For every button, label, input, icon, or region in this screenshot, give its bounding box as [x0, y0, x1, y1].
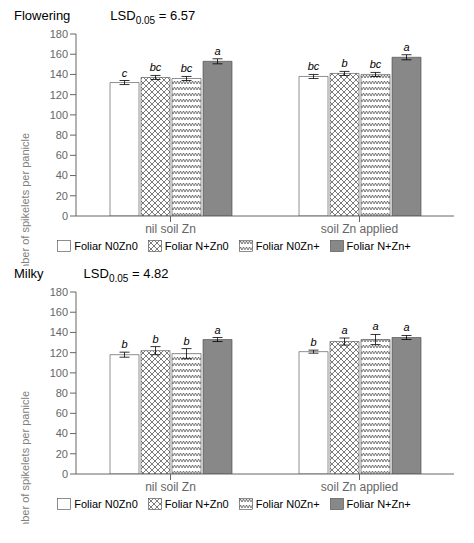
svg-text:b: b [341, 57, 347, 69]
svg-text:100: 100 [50, 109, 68, 121]
svg-text:a: a [403, 41, 409, 53]
svg-text:bc: bc [308, 60, 320, 72]
svg-text:a: a [403, 321, 409, 333]
svg-text:bc: bc [181, 62, 193, 74]
svg-text:b: b [310, 336, 316, 348]
svg-text:a: a [214, 324, 220, 336]
html-text:LSD0.05= 4.82: LSD0.05= 4.82 [83, 266, 169, 284]
svg-text:soil Zn applied: soil Zn applied [321, 222, 398, 236]
svg-text:40: 40 [56, 427, 68, 439]
html-text:Flowering: Flowering [14, 8, 71, 23]
html-text:Foliar N+Zn+: Foliar N+Zn+ [346, 240, 411, 252]
html-text:LSD0.05= 6.57: LSD0.05= 6.57 [110, 8, 196, 26]
svg-text:c: c [122, 67, 128, 79]
svg-text:0: 0 [62, 468, 68, 480]
svg-text:160: 160 [50, 48, 68, 60]
svg-text:soil Zn applied: soil Zn applied [321, 480, 398, 494]
svg-text:20: 20 [56, 448, 68, 460]
svg-text:nil soil Zn: nil soil Zn [145, 480, 196, 494]
html-text:Foliar N0Zn0: Foliar N0Zn0 [74, 498, 138, 510]
svg-text:160: 160 [50, 306, 68, 318]
svg-text:bc: bc [370, 58, 382, 70]
svg-text:b: b [121, 338, 127, 350]
svg-text:a: a [214, 45, 220, 57]
svg-text:120: 120 [50, 347, 68, 359]
html-text:Foliar N+Zn0: Foliar N+Zn0 [164, 240, 229, 252]
svg-text:0: 0 [62, 210, 68, 222]
svg-text:80: 80 [56, 387, 68, 399]
html-text:Foliar N0Zn+: Foliar N0Zn+ [255, 498, 320, 510]
svg-text:nil soil Zn: nil soil Zn [145, 222, 196, 236]
svg-text:140: 140 [50, 68, 68, 80]
svg-text:20: 20 [56, 190, 68, 202]
svg-text:100: 100 [50, 367, 68, 379]
svg-text:a: a [372, 320, 378, 332]
svg-text:a: a [341, 324, 347, 336]
svg-text:b: b [152, 333, 158, 345]
html-text:Foliar N+Zn0: Foliar N+Zn0 [164, 498, 229, 510]
svg-text:140: 140 [50, 326, 68, 338]
svg-text:bc: bc [150, 61, 162, 73]
svg-text:80: 80 [56, 129, 68, 141]
svg-text:Number of spikelets per panicl: Number of spikelets per panicle [19, 133, 31, 266]
html-text:Foliar N0Zn0: Foliar N0Zn0 [74, 240, 138, 252]
svg-text:60: 60 [56, 149, 68, 161]
html-text:Foliar N0Zn+: Foliar N0Zn+ [255, 240, 320, 252]
svg-text:b: b [183, 335, 189, 347]
html-text:Foliar N+Zn+: Foliar N+Zn+ [346, 498, 411, 510]
svg-text:120: 120 [50, 89, 68, 101]
svg-text:60: 60 [56, 407, 68, 419]
html-text:Milky: Milky [14, 266, 44, 281]
svg-text:Number of spikelets per panicl: Number of spikelets per panicle [19, 391, 31, 524]
svg-text:40: 40 [56, 169, 68, 181]
svg-text:180: 180 [50, 28, 68, 40]
svg-text:180: 180 [50, 286, 68, 298]
